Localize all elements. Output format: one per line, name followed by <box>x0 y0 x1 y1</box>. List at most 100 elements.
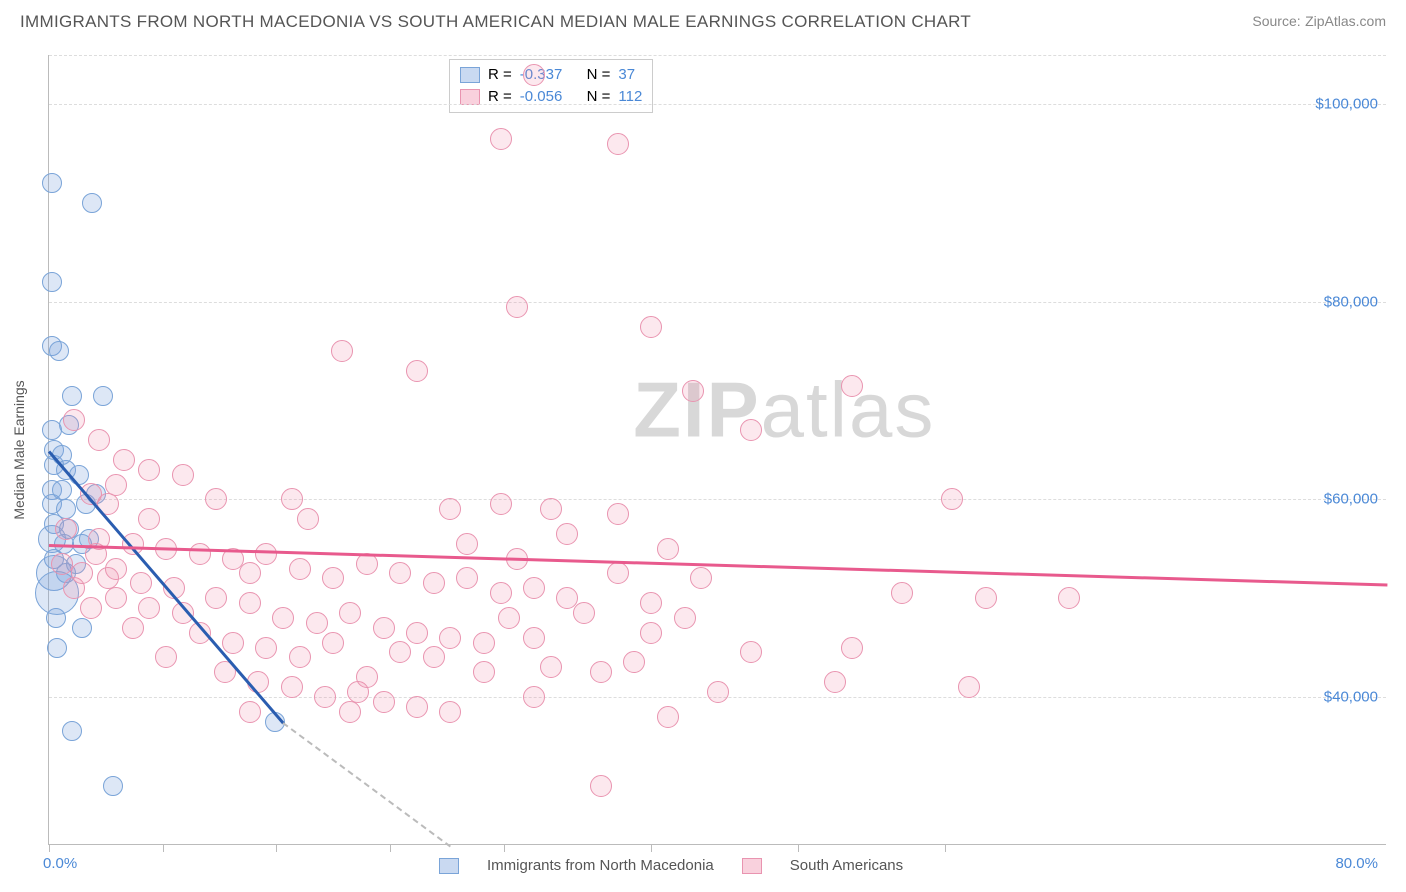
data-point-blue <box>47 638 67 658</box>
data-point-pink <box>657 706 679 728</box>
data-point-pink <box>607 133 629 155</box>
data-point-pink <box>640 622 662 644</box>
data-point-pink <box>423 572 445 594</box>
data-point-pink <box>473 632 495 654</box>
data-point-pink <box>122 617 144 639</box>
data-point-pink <box>255 637 277 659</box>
data-point-pink <box>456 533 478 555</box>
data-point-pink <box>824 671 846 693</box>
data-point-pink <box>113 449 135 471</box>
data-point-pink <box>690 567 712 589</box>
data-point-pink <box>138 597 160 619</box>
data-point-pink <box>138 508 160 530</box>
data-point-pink <box>138 459 160 481</box>
data-point-pink <box>155 646 177 668</box>
data-point-pink <box>63 577 85 599</box>
data-point-pink <box>306 612 328 634</box>
y-tick-label: $100,000 <box>1315 96 1378 113</box>
data-point-pink <box>975 587 997 609</box>
data-point-pink <box>498 607 520 629</box>
data-point-pink <box>322 632 344 654</box>
data-point-blue <box>103 776 123 796</box>
data-point-pink <box>88 429 110 451</box>
legend: Immigrants from North Macedonia South Am… <box>439 857 903 874</box>
source-label: Source: <box>1252 13 1300 29</box>
data-point-pink <box>523 577 545 599</box>
swatch-blue-icon <box>460 67 480 83</box>
data-point-pink <box>423 646 445 668</box>
data-point-blue <box>93 386 113 406</box>
data-point-pink <box>523 64 545 86</box>
data-point-pink <box>189 543 211 565</box>
data-point-pink <box>682 380 704 402</box>
data-point-pink <box>490 582 512 604</box>
data-point-pink <box>540 498 562 520</box>
data-point-pink <box>314 686 336 708</box>
data-point-pink <box>556 523 578 545</box>
source: Source: ZipAtlas.com <box>1252 13 1386 31</box>
data-point-pink <box>941 488 963 510</box>
data-point-pink <box>607 503 629 525</box>
x-axis-max-label: 80.0% <box>1335 855 1378 872</box>
data-point-pink <box>272 607 294 629</box>
data-point-pink <box>1058 587 1080 609</box>
data-point-blue <box>62 721 82 741</box>
data-point-pink <box>239 701 261 723</box>
scatter-chart: Median Male Earnings ZIPatlas R = -0.337… <box>48 55 1386 845</box>
data-point-pink <box>490 128 512 150</box>
data-point-pink <box>80 597 102 619</box>
data-point-pink <box>406 696 428 718</box>
data-point-pink <box>105 587 127 609</box>
r-label: R = <box>488 64 512 86</box>
data-point-pink <box>331 340 353 362</box>
y-axis-title: Median Male Earnings <box>11 380 27 519</box>
data-point-pink <box>841 637 863 659</box>
gridline-h <box>49 55 1386 56</box>
data-point-blue <box>82 193 102 213</box>
data-point-pink <box>439 498 461 520</box>
data-point-pink <box>389 562 411 584</box>
data-point-blue <box>42 272 62 292</box>
data-point-pink <box>172 464 194 486</box>
data-point-pink <box>406 360 428 382</box>
data-point-pink <box>255 543 277 565</box>
data-point-pink <box>51 553 73 575</box>
data-point-pink <box>339 602 361 624</box>
data-point-pink <box>841 375 863 397</box>
x-axis-min-label: 0.0% <box>43 855 77 872</box>
data-point-pink <box>640 316 662 338</box>
x-tick <box>49 844 50 852</box>
data-point-pink <box>205 587 227 609</box>
data-point-pink <box>281 488 303 510</box>
x-tick <box>651 844 652 852</box>
data-point-pink <box>573 602 595 624</box>
data-point-pink <box>640 592 662 614</box>
legend-swatch-blue-icon <box>439 858 459 874</box>
y-tick-label: $60,000 <box>1324 491 1378 508</box>
data-point-pink <box>356 666 378 688</box>
data-point-pink <box>490 493 512 515</box>
data-point-pink <box>339 701 361 723</box>
stats-row-blue: R = -0.337 N = 37 <box>460 64 642 86</box>
data-point-pink <box>506 296 528 318</box>
data-point-pink <box>297 508 319 530</box>
data-point-pink <box>239 562 261 584</box>
data-point-pink <box>540 656 562 678</box>
swatch-pink-icon <box>460 89 480 105</box>
data-point-pink <box>707 681 729 703</box>
legend-label-blue: Immigrants from North Macedonia <box>487 857 714 874</box>
data-point-pink <box>590 775 612 797</box>
x-tick <box>945 844 946 852</box>
data-point-pink <box>958 676 980 698</box>
gridline-h <box>49 302 1386 303</box>
data-point-pink <box>289 646 311 668</box>
legend-swatch-pink-icon <box>742 858 762 874</box>
data-point-pink <box>590 661 612 683</box>
data-point-pink <box>281 676 303 698</box>
data-point-pink <box>473 661 495 683</box>
data-point-blue <box>72 618 92 638</box>
data-point-pink <box>406 622 428 644</box>
data-point-pink <box>55 518 77 540</box>
watermark: ZIPatlas <box>633 365 935 456</box>
data-point-pink <box>523 686 545 708</box>
